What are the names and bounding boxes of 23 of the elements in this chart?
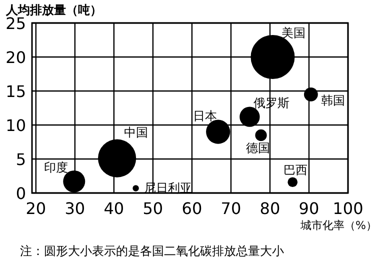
series-label: 韩国 xyxy=(320,93,345,108)
x-tick-label: 100 xyxy=(332,199,364,218)
x-tick-label: 60 xyxy=(182,199,202,218)
y-tick-label: 5 xyxy=(16,150,26,169)
y-tick-label: 10 xyxy=(6,116,26,135)
y-axis-title: 人均排放量（吨） xyxy=(5,3,102,17)
x-tick-label: 80 xyxy=(260,199,280,218)
text: 注：圆形大小表示的是各国二氧化碳排放总量大小 xyxy=(20,244,284,258)
x-tick-label: 70 xyxy=(220,199,242,218)
x-tick-label: 90 xyxy=(298,199,320,218)
series-label: 印度 xyxy=(44,160,68,174)
series-label: 日本 xyxy=(193,108,218,123)
x-tick-label: 40 xyxy=(104,199,124,218)
series-label: 巴西 xyxy=(284,163,308,178)
y-tick-label: 15 xyxy=(6,82,26,101)
series-label: 德国 xyxy=(246,141,270,156)
x-tick-label: 30 xyxy=(64,199,86,218)
y-tick-label: 20 xyxy=(6,48,26,67)
series-label: 美国 xyxy=(282,26,306,40)
x-tick-label: 50 xyxy=(142,199,164,218)
y-tick-label: 0 xyxy=(16,184,26,203)
x-axis-title: 城市化率（%） xyxy=(300,219,377,232)
series-label: 中国 xyxy=(124,125,148,140)
